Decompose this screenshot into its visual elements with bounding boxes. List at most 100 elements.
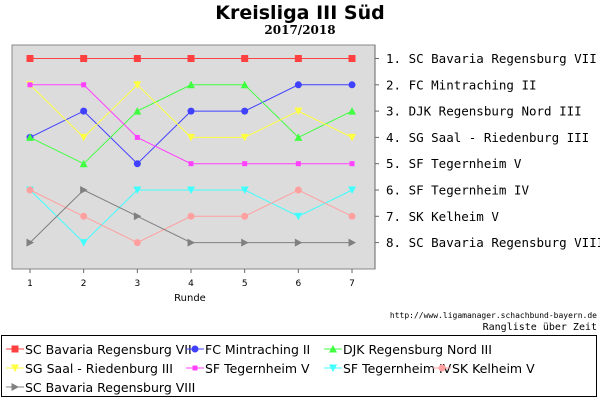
x-tick-label: 5 — [242, 279, 248, 289]
chart-subtitle: 2017/2018 — [264, 23, 336, 37]
data-point — [187, 212, 195, 220]
rank-label: 4. SG Saal - Riedenburg III — [386, 130, 589, 145]
legend-item: SC Bavaria Regensburg VIII — [6, 379, 196, 395]
legend-label: SK Kelheim V — [452, 360, 535, 376]
data-point — [348, 133, 357, 142]
chart-title: Kreisliga III Süd — [215, 2, 385, 24]
data-point — [26, 133, 34, 141]
data-point — [187, 107, 195, 115]
data-point — [294, 107, 303, 116]
right-axis — [374, 45, 379, 269]
series-4 — [27, 82, 355, 167]
data-point — [348, 212, 356, 220]
data-point — [133, 186, 142, 194]
rank-label: 1. SC Bavaria Regensburg VII — [386, 51, 597, 66]
data-point — [26, 238, 34, 247]
data-point — [188, 161, 194, 167]
rank-label: 3. DJK Regensburg Nord III — [386, 104, 582, 119]
rank-label: 5. SF Tegernheim V — [386, 156, 522, 171]
data-point — [79, 159, 88, 168]
series-lines — [26, 55, 357, 247]
data-point — [80, 186, 88, 194]
data-point — [348, 107, 357, 115]
legend-item: SK Kelheim V — [433, 360, 535, 376]
data-point — [349, 161, 355, 167]
data-point — [80, 55, 88, 62]
legend-swatch — [6, 345, 24, 353]
legend-item: SF Tegernheim IV — [324, 360, 452, 376]
legend-item: DJK Regensburg Nord III — [324, 341, 492, 357]
data-point — [294, 212, 303, 221]
x-tick-label: 3 — [134, 279, 140, 289]
legend-swatch — [186, 345, 204, 353]
data-point — [133, 212, 142, 221]
legend-label: SC Bavaria Regensburg VII — [25, 341, 192, 357]
data-point — [133, 107, 142, 115]
data-point — [348, 55, 356, 62]
legend-swatch — [324, 364, 342, 372]
data-point — [79, 133, 88, 142]
data-point — [348, 186, 357, 194]
rank-label: 6. SF Tegernheim IV — [386, 183, 529, 198]
legend-item: SG Saal - Riedenburg III — [6, 360, 173, 376]
legend-item: SF Tegernheim V — [186, 360, 310, 376]
legend-label: DJK Regensburg Nord III — [343, 341, 492, 357]
rank-label: 2. FC Mintraching II — [386, 77, 537, 92]
series-2 — [26, 80, 357, 168]
data-point — [133, 55, 141, 62]
data-point — [134, 134, 140, 140]
data-point — [295, 161, 301, 167]
rank-over-time-chart: 1 2 3 4 5 6 7 1. SC Bavaria Regensburg VII 2. F… — [11, 44, 600, 304]
data-point — [187, 55, 195, 62]
series-7 — [26, 186, 357, 247]
legend-label: SC Bavaria Regensburg VIII — [25, 379, 196, 395]
plot-area — [11, 44, 376, 270]
legend-label: SF Tegernheim V — [205, 360, 310, 376]
x-tick-label: 6 — [295, 279, 301, 289]
x-tick-label: 4 — [188, 279, 194, 289]
legend-swatch — [186, 365, 204, 371]
x-tick-label: 1 — [27, 279, 33, 289]
data-point — [133, 239, 141, 247]
data-point — [80, 212, 88, 220]
data-point — [240, 80, 249, 89]
data-point — [187, 238, 196, 247]
data-point — [187, 80, 196, 89]
data-point — [294, 186, 302, 194]
data-point — [27, 82, 33, 88]
rank-label: 7. SK Kelheim V — [386, 209, 499, 224]
x-tick-label: 7 — [349, 279, 355, 289]
data-point — [241, 55, 249, 62]
legend: SC Bavaria Regensburg VII FC Mintraching … — [1, 335, 597, 397]
legend-swatch — [6, 383, 24, 391]
legend-swatch — [6, 364, 24, 372]
data-point — [348, 238, 357, 247]
legend-item: SC Bavaria Regensburg VII — [6, 341, 192, 357]
data-point — [187, 186, 196, 194]
data-point — [240, 133, 249, 142]
source-url: http://www.ligamanager.schachbund-bayern… — [389, 311, 597, 320]
x-axis: 1 2 3 4 5 6 7 — [27, 269, 355, 289]
data-point — [240, 186, 249, 194]
legend-label: SF Tegernheim IV — [343, 360, 452, 376]
series-0 — [26, 55, 356, 62]
x-axis-label: Runde — [174, 293, 206, 304]
legend-label: SG Saal - Riedenburg III — [25, 360, 173, 376]
rank-label: 8. SC Bavaria Regensburg VIII — [386, 235, 600, 250]
legend-swatch — [324, 345, 342, 353]
data-point — [187, 133, 196, 142]
series-6 — [26, 186, 356, 247]
data-point — [26, 186, 34, 194]
legend-label: FC Mintraching II — [205, 341, 311, 357]
data-point — [242, 161, 248, 167]
data-point — [241, 107, 249, 115]
x-tick-label: 2 — [81, 279, 87, 289]
series-1 — [26, 81, 356, 168]
data-point — [26, 55, 34, 62]
data-point — [294, 55, 302, 62]
data-point — [133, 81, 142, 89]
data-point — [241, 212, 249, 220]
data-point — [133, 160, 141, 168]
rank-labels: 1. SC Bavaria Regensburg VII 2. FC Mintra… — [386, 51, 600, 250]
data-point — [79, 239, 88, 247]
